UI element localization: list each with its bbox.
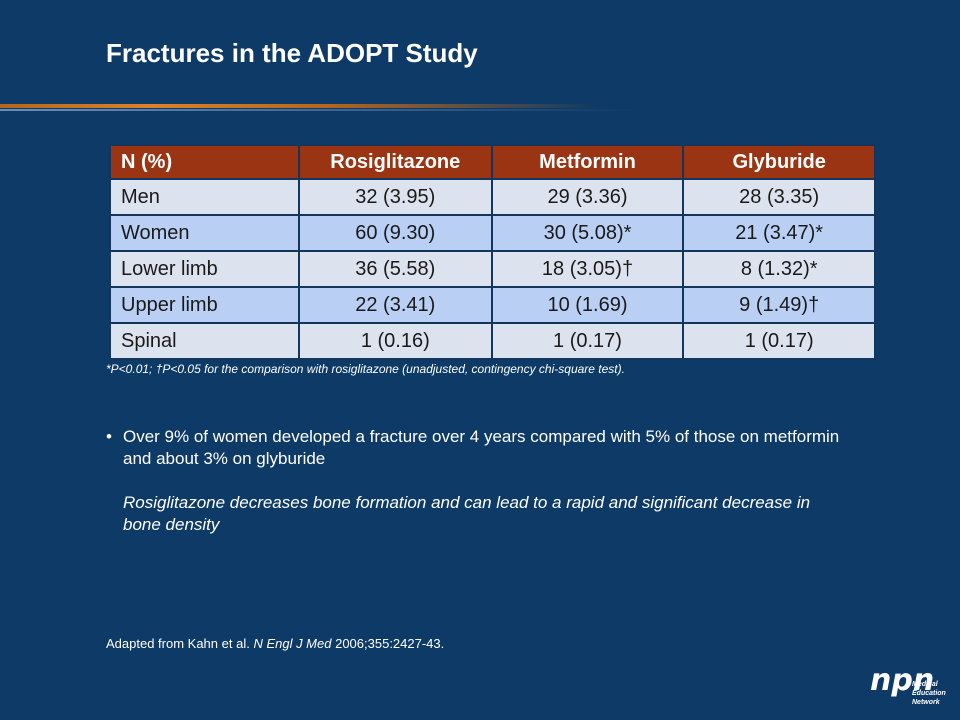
table-cell: 29 (3.36) [490,178,685,216]
table-cell: 8 (1.32)* [682,250,876,288]
table-header-cell: Metformin [490,144,685,180]
table-header-row: N (%) Rosiglitazone Metformin Glyburide [109,144,876,180]
table-footnote: *P<0.01; †P<0.05 for the comparison with… [106,362,625,376]
table-cell: 1 (0.16) [297,322,493,360]
table-cell: 18 (3.05)† [490,250,685,288]
table-cell: Men [109,178,300,216]
fractures-table: N (%) Rosiglitazone Metformin Glyburide … [109,144,876,360]
table-row: Lower limb 36 (5.58) 18 (3.05)† 8 (1.32)… [109,250,876,288]
table-cell: 30 (5.08)* [490,214,685,252]
logo-line-3: Network [912,699,941,706]
table-header-cell: N (%) [109,144,300,180]
table-cell: 28 (3.35) [682,178,876,216]
logo-line-1: Medical [912,681,939,688]
table-row: Men 32 (3.95) 29 (3.36) 28 (3.35) [109,178,876,216]
citation-suffix: 2006;355:2427-43. [331,636,445,651]
bullet-subtext: Rosiglitazone decreases bone formation a… [123,493,811,534]
table-cell: Upper limb [109,286,300,324]
citation-journal: N Engl J Med [253,636,332,651]
table-cell: 10 (1.69) [490,286,685,324]
logo-line-2: Education [912,690,946,697]
source-citation: Adapted from Kahn et al. N Engl J Med 20… [106,636,444,651]
slide-title: Fractures in the ADOPT Study [106,38,478,68]
logo-mark-icon: npn Medical Education Network [870,663,946,706]
bullet-text: Over 9% of women developed a fracture ov… [123,427,840,468]
citation-prefix: Adapted from Kahn et al. [106,636,254,651]
table-cell: Lower limb [109,250,300,288]
table-cell: 1 (0.17) [682,322,876,360]
table-header-cell: Glyburide [682,144,876,180]
table-row: Spinal 1 (0.16) 1 (0.17) 1 (0.17) [109,322,876,360]
table-cell: 32 (3.95) [297,178,493,216]
table-cell: 22 (3.41) [297,286,493,324]
logo-mark-text: npn [870,663,934,698]
table-cell: Spinal [109,322,300,360]
bullet-item: • Over 9% of women developed a fracture … [106,426,846,470]
table-cell: 36 (5.58) [297,250,493,288]
table-header-cell: Rosiglitazone [297,144,493,180]
table-cell: 21 (3.47)* [682,214,876,252]
table-cell: 1 (0.17) [490,322,685,360]
medical-education-network-logo: npn Medical Education Network [868,662,948,710]
table-cell: 9 (1.49)† [682,286,876,324]
table-row: Women 60 (9.30) 30 (5.08)* 21 (3.47)* [109,214,876,252]
table-row: Upper limb 22 (3.41) 10 (1.69) 9 (1.49)† [109,286,876,324]
table-cell: 60 (9.30) [297,214,493,252]
bullet-marker: • [106,427,112,446]
title-underline-accent [0,104,600,108]
title-underline-secondary [0,109,640,111]
bullet-list: • Over 9% of women developed a fracture … [106,426,846,536]
table-cell: Women [109,214,300,252]
